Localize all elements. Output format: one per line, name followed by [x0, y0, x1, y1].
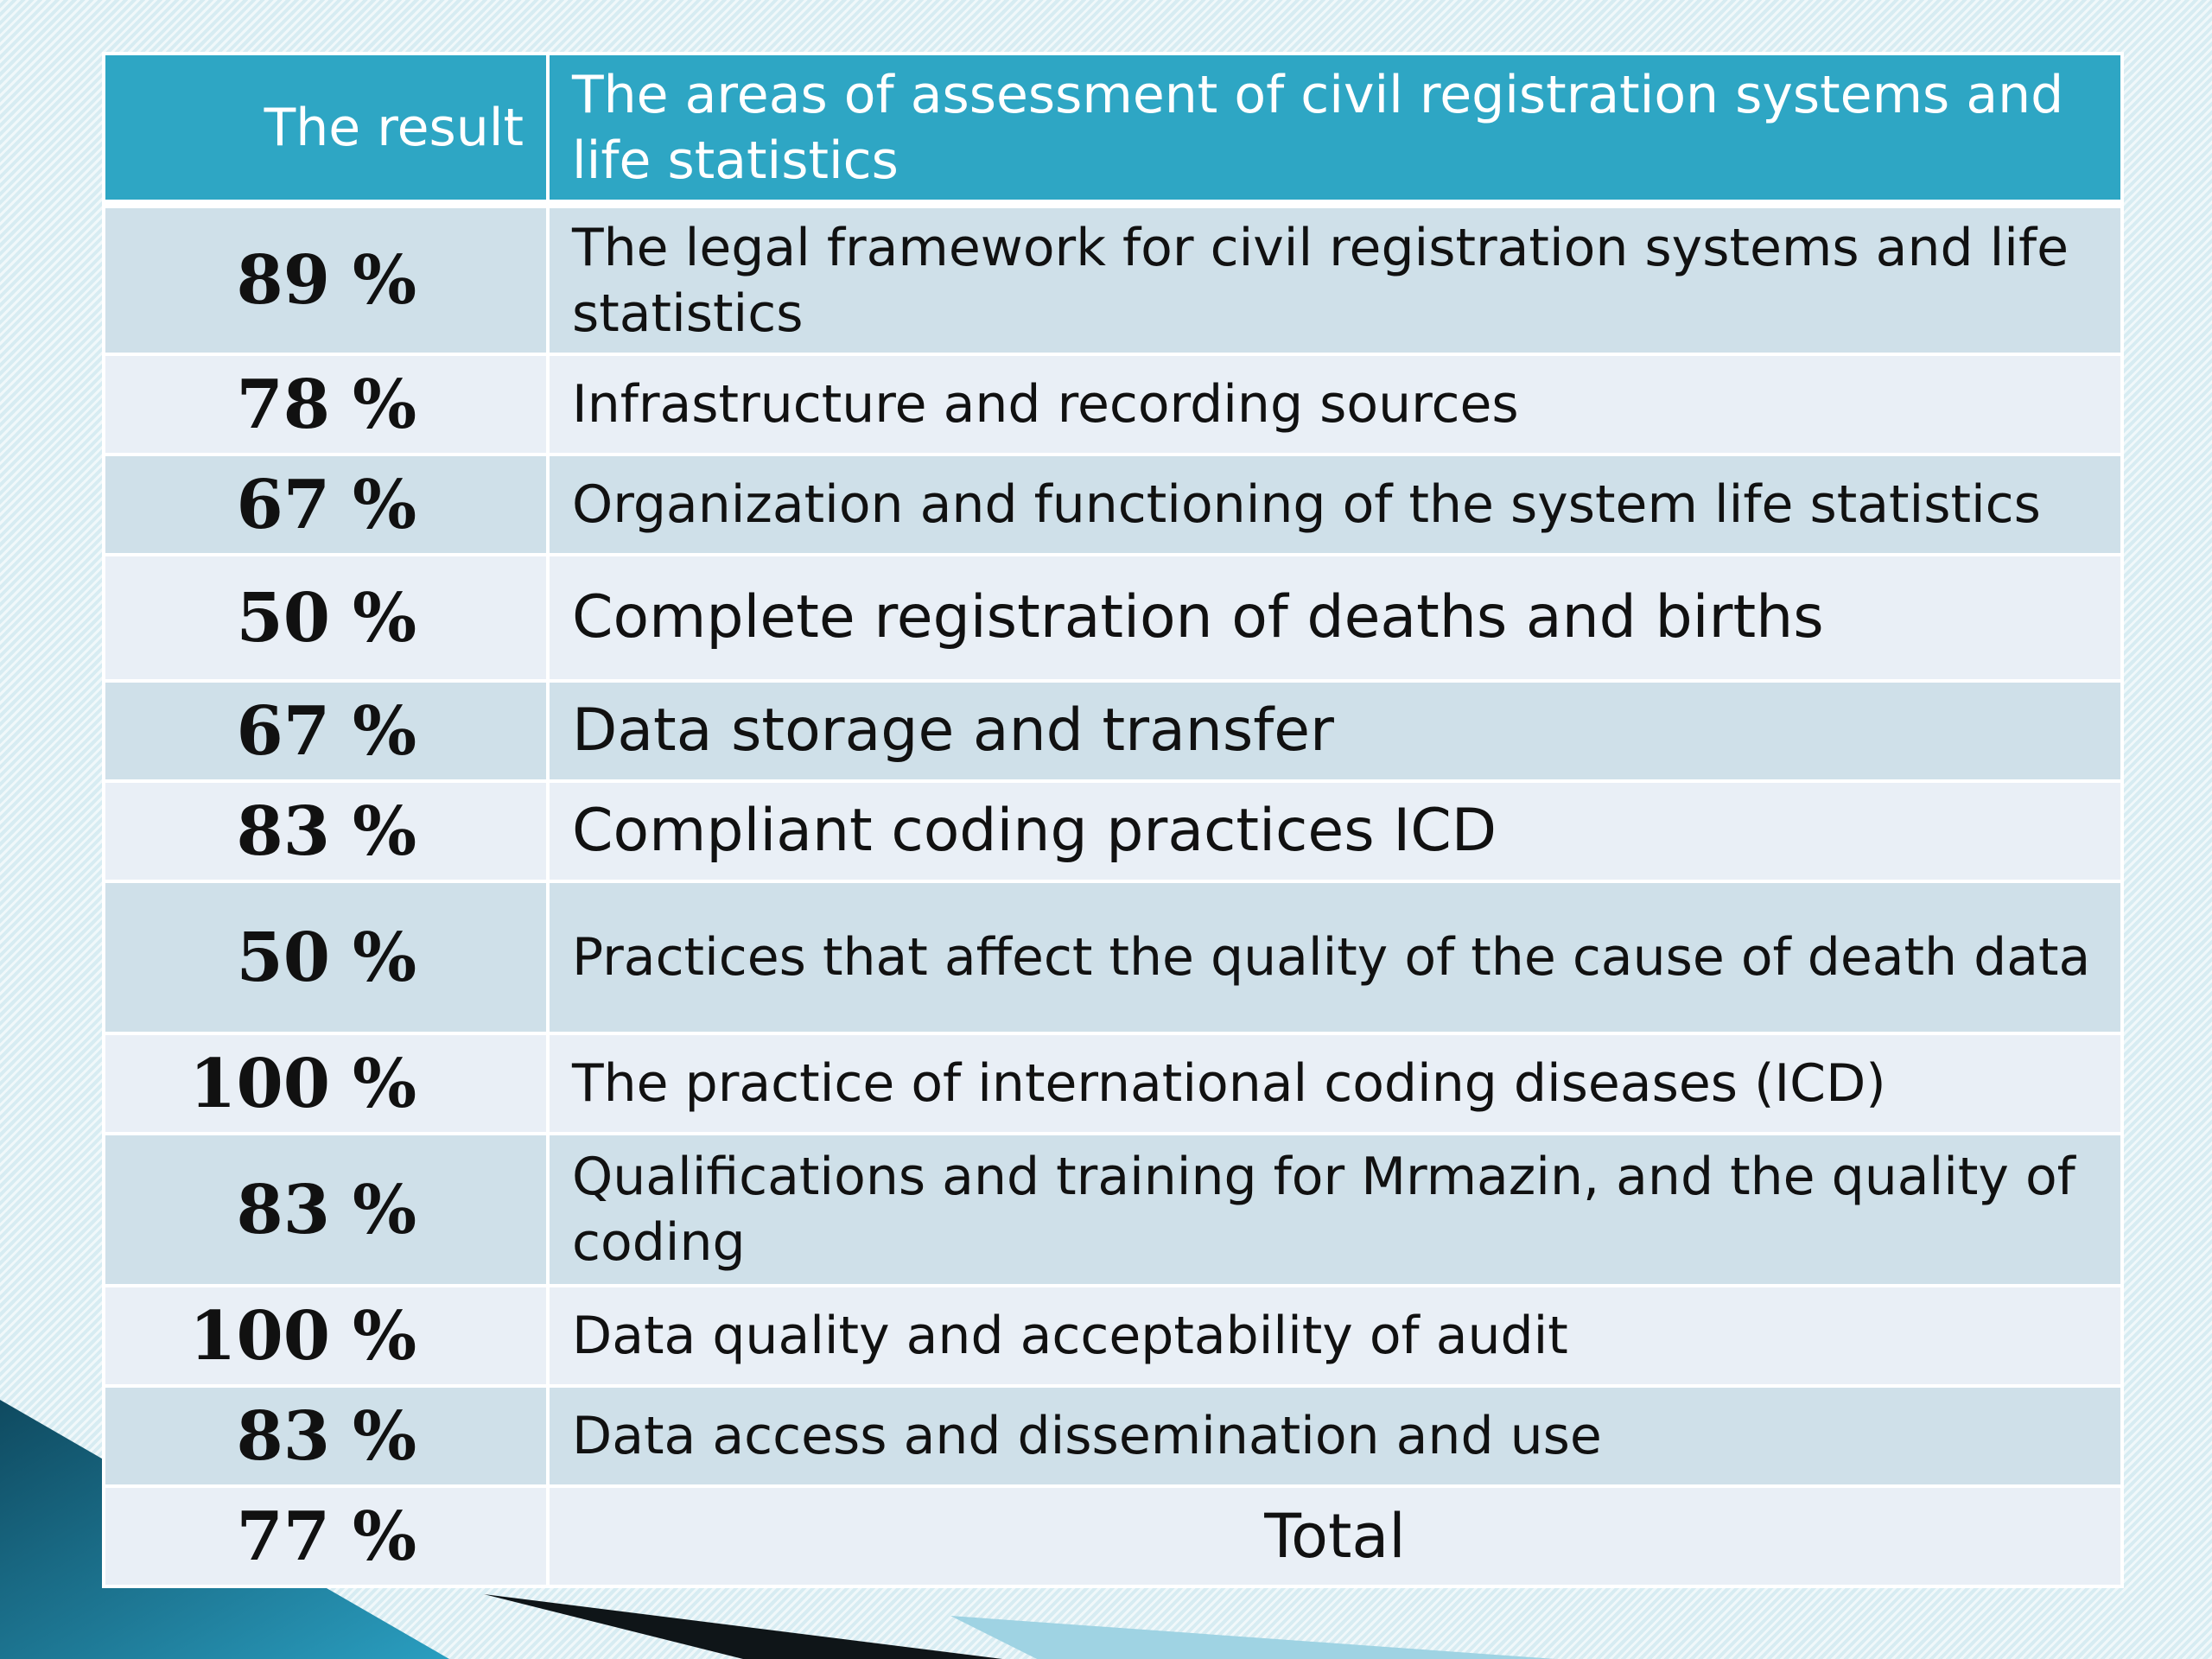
result-unit: %: [353, 1396, 417, 1476]
area-cell: Compliant coding practices ICD: [546, 779, 2124, 883]
result-value: 50: [236, 918, 330, 997]
result-unit: %: [353, 365, 417, 444]
result-unit: %: [353, 1296, 417, 1376]
result-unit: %: [353, 465, 417, 544]
result-value: 50: [236, 578, 330, 658]
result-unit: %: [353, 1497, 417, 1576]
table-row-total: 77% Total: [102, 1484, 2124, 1588]
result-value: 89: [236, 241, 330, 320]
table-row: 78% Infrastructure and recording sources: [102, 353, 2124, 456]
area-cell: Data storage and transfer: [546, 679, 2124, 783]
area-cell: Practices that affect the quality of the…: [546, 880, 2124, 1035]
result-value: 67: [236, 691, 330, 771]
result-value: 83: [236, 1170, 330, 1249]
table-row: 100% The practice of international codin…: [102, 1032, 2124, 1135]
table-header-row: The result The areas of assessment of ci…: [102, 52, 2124, 208]
area-cell: The legal framework for civil registrati…: [546, 202, 2124, 356]
total-label-cell: Total: [546, 1484, 2124, 1588]
result-value: 78: [236, 365, 330, 444]
result-unit: %: [353, 578, 417, 658]
table-row: 67% Data storage and transfer: [102, 679, 2124, 783]
table-row: 67% Organization and functioning of the …: [102, 453, 2124, 556]
table-row: 89% The legal framework for civil regist…: [102, 202, 2124, 356]
result-cell: 77%: [102, 1484, 550, 1588]
header-result: The result: [102, 52, 550, 208]
table-row: 50% Practices that affect the quality of…: [102, 880, 2124, 1035]
result-value: 100: [189, 1044, 330, 1123]
area-cell: Organization and functioning of the syst…: [546, 453, 2124, 556]
result-cell: 78%: [102, 353, 550, 456]
result-cell: 83%: [102, 1384, 550, 1488]
area-cell: Data access and dissemination and use: [546, 1384, 2124, 1488]
table-row: 83% Compliant coding practices ICD: [102, 779, 2124, 883]
result-cell: 50%: [102, 553, 550, 683]
table-row: 100% Data quality and acceptability of a…: [102, 1284, 2124, 1388]
table-row: 50% Complete registration of deaths and …: [102, 553, 2124, 683]
result-unit: %: [353, 1044, 417, 1123]
result-value: 83: [236, 1396, 330, 1476]
assessment-results-table: The result The areas of assessment of ci…: [102, 52, 2124, 1588]
result-cell: 50%: [102, 880, 550, 1035]
area-cell: Data quality and acceptability of audit: [546, 1284, 2124, 1388]
bottom-dark-swoosh: [484, 1594, 1002, 1659]
area-cell: Complete registration of deaths and birt…: [546, 553, 2124, 683]
result-unit: %: [353, 1170, 417, 1249]
result-unit: %: [353, 918, 417, 997]
result-value: 100: [189, 1296, 330, 1376]
result-unit: %: [353, 791, 417, 871]
header-area: The areas of assessment of civil registr…: [546, 52, 2124, 208]
area-cell: Infrastructure and recording sources: [546, 353, 2124, 456]
result-cell: 100%: [102, 1032, 550, 1135]
result-value: 77: [236, 1497, 330, 1576]
result-cell: 67%: [102, 453, 550, 556]
result-value: 83: [236, 791, 330, 871]
result-unit: %: [353, 241, 417, 320]
result-cell: 89%: [102, 202, 550, 356]
result-cell: 83%: [102, 1132, 550, 1287]
bottom-light-swoosh: [950, 1616, 1555, 1659]
area-cell: The practice of international coding dis…: [546, 1032, 2124, 1135]
result-cell: 67%: [102, 679, 550, 783]
result-cell: 83%: [102, 779, 550, 883]
table-row: 83% Qualifications and training for Mrma…: [102, 1132, 2124, 1287]
result-unit: %: [353, 691, 417, 771]
result-cell: 100%: [102, 1284, 550, 1388]
result-value: 67: [236, 465, 330, 544]
area-cell: Qualifications and training for Mrmazin,…: [546, 1132, 2124, 1287]
table-row: 83% Data access and dissemination and us…: [102, 1384, 2124, 1488]
